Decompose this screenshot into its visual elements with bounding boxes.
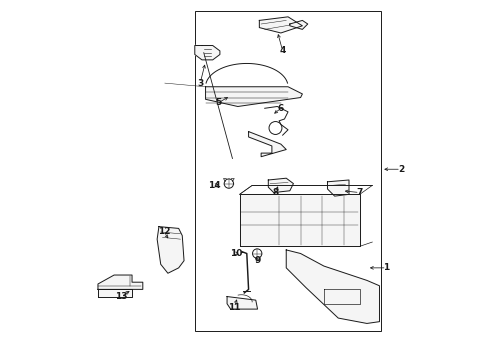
Text: 1: 1 xyxy=(384,264,390,273)
Polygon shape xyxy=(157,226,184,273)
Text: 6: 6 xyxy=(278,104,284,113)
Polygon shape xyxy=(240,194,360,246)
Text: 3: 3 xyxy=(197,79,203,88)
Polygon shape xyxy=(286,250,379,323)
Text: 4: 4 xyxy=(279,46,286,55)
Text: 14: 14 xyxy=(208,181,221,190)
Text: 10: 10 xyxy=(230,249,242,258)
Polygon shape xyxy=(205,87,302,107)
Polygon shape xyxy=(195,45,220,60)
Text: 12: 12 xyxy=(158,228,171,237)
Polygon shape xyxy=(248,132,286,157)
Text: 11: 11 xyxy=(228,303,241,312)
Text: 5: 5 xyxy=(215,98,221,107)
Polygon shape xyxy=(98,275,143,289)
Bar xyxy=(195,12,381,330)
Polygon shape xyxy=(98,289,132,297)
Polygon shape xyxy=(269,178,294,193)
Polygon shape xyxy=(227,297,258,309)
Text: 7: 7 xyxy=(357,188,363,197)
Polygon shape xyxy=(327,180,349,196)
Polygon shape xyxy=(259,17,302,33)
Text: 8: 8 xyxy=(272,188,279,197)
Text: 9: 9 xyxy=(254,256,261,265)
Text: 2: 2 xyxy=(398,165,404,174)
Polygon shape xyxy=(290,21,308,30)
Text: 13: 13 xyxy=(115,292,127,301)
